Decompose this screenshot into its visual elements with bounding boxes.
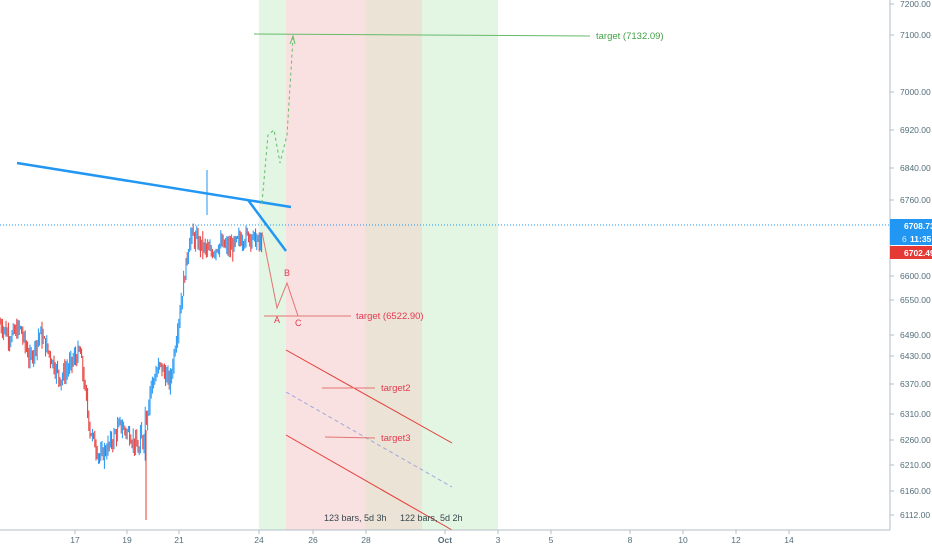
channel-lower-line[interactable]	[285, 434, 453, 531]
price-tick-label: 6600.00	[900, 271, 931, 281]
bullish-projection-path[interactable]	[261, 37, 294, 204]
lower-price-value: 6702.49	[904, 248, 932, 258]
time-axis[interactable]: 17 19 21 24 26 28 Oct 3 5 8 10 12 14	[70, 530, 794, 545]
price-tick-label: 7100.00	[900, 30, 931, 40]
projection-zone-red	[286, 0, 365, 530]
price-axis[interactable]: 7200.00 7100.00 7000.00 6920.00 6840.00 6760.…	[890, 0, 931, 520]
price-tick-label: 6840.00	[900, 163, 931, 173]
date-range-label-2: 122 bars, 5d 2h	[400, 513, 463, 523]
abc-wave-path[interactable]	[261, 231, 299, 317]
time-tick-label: 14	[784, 535, 794, 545]
trendline-main[interactable]	[16, 161, 292, 209]
bullish-projection-arrowhead	[289, 34, 296, 45]
target-main-label: target (7132.09)	[596, 31, 664, 42]
price-tick-label: 6550.00	[900, 295, 931, 305]
target-2-label: target2	[381, 383, 411, 394]
projection-zone-overlap	[365, 0, 422, 530]
time-tick-label: 26	[308, 535, 318, 545]
time-tick-label: 21	[174, 535, 184, 545]
price-tick-label: 7000.00	[900, 87, 931, 97]
price-tick-label: 6260.00	[900, 435, 931, 445]
time-tick-label: 8	[628, 535, 633, 545]
channel-upper-line[interactable]	[285, 349, 453, 444]
wave-label-a: A	[274, 315, 280, 325]
price-tick-label: 6490.00	[900, 330, 931, 340]
projection-zone-green-1	[259, 0, 286, 530]
time-tick-label: 28	[361, 535, 371, 545]
price-tick-label: 6210.00	[900, 460, 931, 470]
price-tick-label: 7200.00	[900, 0, 931, 9]
target-3-label: target3	[381, 433, 411, 444]
partial-price-value: 6	[902, 234, 907, 244]
trendline-short[interactable]	[246, 199, 288, 252]
price-tick-label: 6310.00	[900, 409, 931, 419]
target-1-label: target (6522.90)	[356, 311, 424, 322]
price-tick-label: 6370.00	[900, 379, 931, 389]
time-tick-label: Oct	[438, 535, 452, 545]
wave-label-c: C	[295, 318, 302, 328]
countdown-badge	[890, 232, 932, 245]
last-price-badge	[890, 219, 932, 232]
price-tick-label: 6160.00	[900, 486, 931, 496]
price-candles	[0, 170, 263, 520]
time-tick-label: 3	[496, 535, 501, 545]
lower-price-badge	[890, 246, 932, 259]
price-tick-label: 6760.00	[900, 195, 931, 205]
price-tick-label: 6430.00	[900, 351, 931, 361]
countdown-value: 11:35	[910, 234, 932, 244]
time-tick-label: 10	[678, 535, 688, 545]
channel-mid-line[interactable]	[285, 391, 453, 488]
wave-label-b: B	[284, 268, 290, 278]
target-3-line[interactable]	[324, 436, 376, 439]
projection-zone-green-2	[422, 0, 498, 530]
time-tick-label: 19	[122, 535, 132, 545]
date-range-label-1: 123 bars, 5d 3h	[324, 513, 387, 523]
time-tick-label: 17	[70, 535, 80, 545]
price-tick-label: 6112.00	[900, 510, 930, 520]
time-tick-label: 24	[254, 535, 264, 545]
last-price-value: 6708.73	[904, 221, 932, 231]
time-tick-label: 5	[549, 535, 554, 545]
time-tick-label: 12	[731, 535, 741, 545]
price-tick-label: 6920.00	[900, 125, 931, 135]
target-main-line[interactable]	[253, 33, 591, 37]
